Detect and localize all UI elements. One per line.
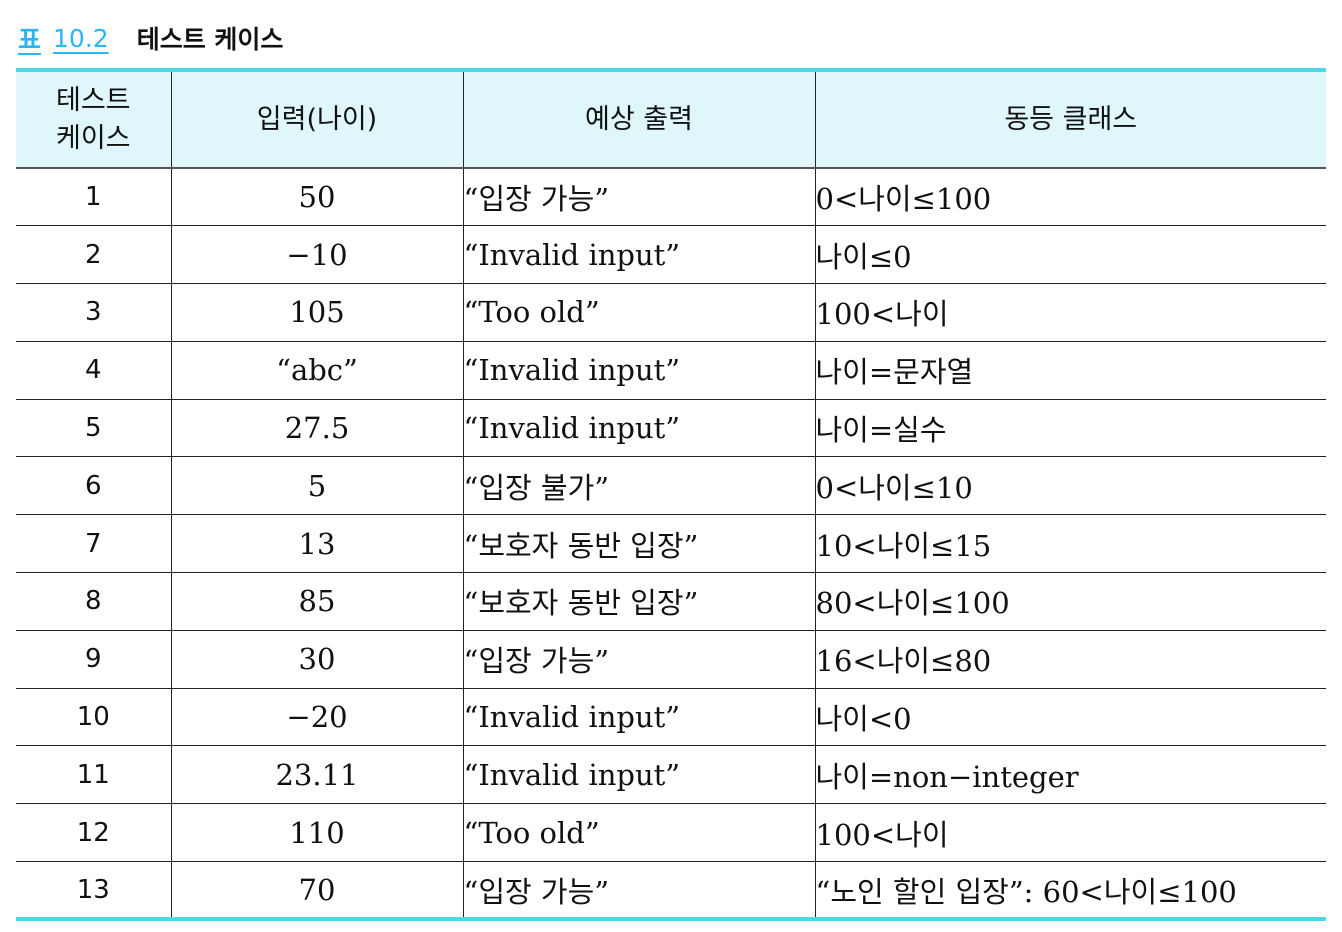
cell-input: 23.11 [170,745,463,805]
table-row: 2 −10 “Invalid input” 나이≤0 [16,225,1326,285]
cell-equivalence-class: 0<나이≤100 [814,168,1326,227]
table-row: 9 30 “입장 가능” 16<나이≤80 [16,630,1326,689]
test-case-table: 테스트 케이스 입력(나이) 예상 출력 동등 클래스 1 50 “입장 가능” 0<… [16,68,1326,922]
cell-input: −10 [170,225,463,285]
cell-test-case: 3 [16,283,171,342]
table-row: 6 5 “입장 불가” 0<나이≤10 [16,456,1326,516]
header-expected-output: 예상 출력 [462,68,815,169]
cell-expected-output: “Invalid input” [462,225,815,285]
table-row: 8 85 “보호자 동반 입장” 80<나이≤100 [16,572,1326,631]
header-input-age: 입력(나이) [170,68,463,169]
cell-expected-output: “입장 가능” [462,861,815,922]
cell-equivalence-class: 나이=문자열 [814,341,1326,400]
table-row: 5 27.5 “Invalid input” 나이=실수 [16,399,1326,458]
table-body: 1 50 “입장 가능” 0<나이≤100 2 −10 “Invalid input” 나이≤… [16,168,1326,922]
cell-input: 85 [170,572,463,631]
cell-expected-output: “Too old” [462,283,815,342]
cell-expected-output: “Invalid input” [462,341,815,400]
cell-input: 5 [170,456,463,516]
cell-input: 70 [170,861,463,922]
cell-equivalence-class: 나이=non−integer [814,745,1326,805]
cell-input: 50 [170,168,463,227]
cell-equivalence-class: 10<나이≤15 [814,514,1326,574]
cell-input: “abc” [170,341,463,400]
table-row: 10 −20 “Invalid input” 나이<0 [16,688,1326,747]
cell-expected-output: “Invalid input” [462,745,815,805]
cell-expected-output: “입장 가능” [462,630,815,689]
cell-test-case: 13 [16,861,171,922]
table-row: 4 “abc” “Invalid input” 나이=문자열 [16,341,1326,400]
cell-equivalence-class: “노인 할인 입장”: 60<나이≤100 [814,861,1326,922]
cell-expected-output: “입장 불가” [462,456,815,516]
cell-test-case: 11 [16,745,171,805]
cell-equivalence-class: 나이<0 [814,688,1326,747]
cell-expected-output: “Too old” [462,803,815,863]
cell-input: −20 [170,688,463,747]
cell-equivalence-class: 80<나이≤100 [814,572,1326,631]
cell-test-case: 2 [16,225,171,285]
cell-test-case: 7 [16,514,171,574]
table-row: 3 105 “Too old” 100<나이 [16,283,1326,342]
cell-equivalence-class: 100<나이 [814,803,1326,863]
cell-expected-output: “입장 가능” [462,168,815,227]
cell-test-case: 12 [16,803,171,863]
table-caption: 표 10.2 테스트 케이스 [18,20,283,56]
cell-equivalence-class: 나이=실수 [814,399,1326,458]
header-test-case: 테스트 케이스 [16,68,171,169]
cell-expected-output: “보호자 동반 입장” [462,572,815,631]
cell-expected-output: “Invalid input” [462,399,815,458]
cell-equivalence-class: 100<나이 [814,283,1326,342]
cell-input: 105 [170,283,463,342]
table-row: 11 23.11 “Invalid input” 나이=non−integer [16,745,1326,805]
cell-test-case: 1 [16,168,171,227]
cell-input: 110 [170,803,463,863]
cell-equivalence-class: 나이≤0 [814,225,1326,285]
cell-input: 13 [170,514,463,574]
cell-test-case: 8 [16,572,171,631]
caption-number: 10.2 [53,23,109,53]
table-row: 1 50 “입장 가능” 0<나이≤100 [16,168,1326,227]
header-equivalence-class: 동등 클래스 [814,68,1326,169]
cell-test-case: 10 [16,688,171,747]
cell-equivalence-class: 16<나이≤80 [814,630,1326,689]
table-row: 7 13 “보호자 동반 입장” 10<나이≤15 [16,514,1326,574]
caption-title: 테스트 케이스 [136,25,284,54]
cell-equivalence-class: 0<나이≤10 [814,456,1326,516]
cell-test-case: 6 [16,456,171,516]
table-row: 12 110 “Too old” 100<나이 [16,803,1326,863]
table-row: 13 70 “입장 가능” “노인 할인 입장”: 60<나이≤100 [16,861,1326,922]
header-row: 테스트 케이스 입력(나이) 예상 출력 동등 클래스 [16,68,1326,169]
caption-label: 표 [18,25,42,54]
cell-test-case: 4 [16,341,171,400]
cell-input: 27.5 [170,399,463,458]
cell-expected-output: “보호자 동반 입장” [462,514,815,574]
cell-input: 30 [170,630,463,689]
cell-test-case: 9 [16,630,171,689]
cell-test-case: 5 [16,399,171,458]
cell-expected-output: “Invalid input” [462,688,815,747]
